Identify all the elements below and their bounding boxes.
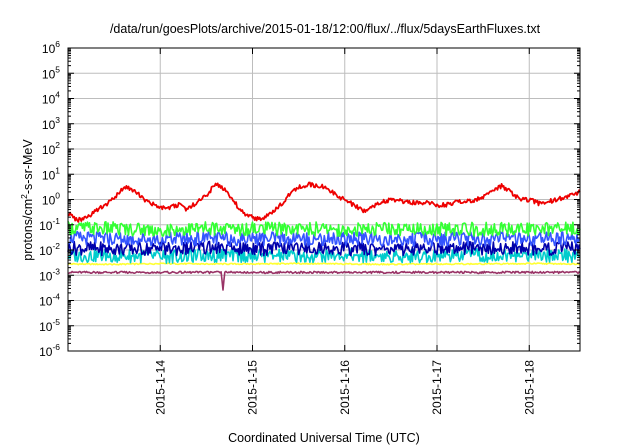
y-tick-label: 105	[42, 64, 60, 81]
y-axis-label: protons/cm2-s-sr-MeV	[19, 139, 35, 261]
chart-title: /data/run/goesPlots/archive/2015-01-18/1…	[110, 22, 541, 36]
y-tick-label-exponent: -6	[52, 342, 60, 352]
x-tick-label: 2015-1-16	[338, 360, 352, 415]
series-line	[67, 262, 581, 266]
y-tick-label-base: 10	[42, 67, 56, 81]
y-tick-label-exponent: -5	[52, 317, 60, 327]
y-tick-label-base: 10	[42, 194, 56, 208]
y-tick-label-base: 10	[39, 295, 53, 309]
y-tick-label-exponent: -1	[52, 216, 60, 226]
series-line	[67, 181, 581, 223]
y-tick-label-base: 10	[39, 219, 53, 233]
y-axis-label-sup: 2	[19, 194, 29, 199]
svg-text:protons/cm2-s-sr-MeV: protons/cm2-s-sr-MeV	[19, 139, 35, 261]
y-tick-label-base: 10	[42, 143, 56, 157]
series-layer	[67, 181, 581, 291]
y-tick-label-base: 10	[42, 118, 56, 132]
y-tick-label: 100	[42, 191, 60, 208]
y-tick-label-exponent: 0	[55, 191, 60, 201]
y-tick-label: 103	[42, 115, 60, 132]
y-tick-label: 10-2	[39, 241, 60, 258]
x-tick-label: 2015-1-17	[430, 360, 444, 415]
y-tick-label-exponent: -2	[52, 241, 60, 251]
y-tick-label: 104	[42, 90, 60, 107]
x-tick-label: 2015-1-18	[522, 360, 536, 415]
x-tick-label: 2015-1-14	[153, 360, 167, 415]
x-axis-label: Coordinated Universal Time (UTC)	[228, 431, 420, 445]
y-tick-label: 106	[42, 39, 60, 56]
y-tick-label-exponent: 4	[55, 90, 60, 100]
series-line	[67, 240, 581, 257]
y-axis-label-base: protons/cm	[21, 199, 35, 261]
y-tick-label-exponent: 3	[55, 115, 60, 125]
series-line	[67, 248, 581, 265]
y-tick-label-base: 10	[39, 320, 53, 334]
y-tick-label-base: 10	[42, 93, 56, 107]
y-tick-label-exponent: 1	[55, 165, 60, 175]
series-line	[67, 220, 581, 237]
y-tick-label-exponent: 6	[55, 39, 60, 49]
y-tick-label-base: 10	[42, 42, 56, 56]
series-line	[67, 270, 581, 291]
y-tick-label-exponent: 5	[55, 64, 60, 74]
y-tick-label-base: 10	[39, 269, 53, 283]
y-tick-label: 10-6	[39, 342, 60, 359]
y-tick-label: 10-4	[39, 292, 60, 309]
y-tick-label-exponent: 2	[55, 140, 60, 150]
x-tick-label: 2015-1-15	[246, 360, 260, 415]
ticks: 10-610-510-410-310-210-11001011021031041…	[39, 39, 580, 415]
y-tick-label-base: 10	[42, 168, 56, 182]
y-tick-label-base: 10	[39, 345, 53, 359]
y-axis-label-rest: -s-sr-MeV	[21, 139, 35, 195]
y-tick-label: 10-5	[39, 317, 60, 334]
series-line	[67, 230, 581, 247]
y-tick-label-exponent: -4	[52, 292, 60, 302]
y-tick-label: 10-1	[39, 216, 60, 233]
y-tick-label-exponent: -3	[52, 266, 60, 276]
y-tick-label: 102	[42, 140, 60, 157]
y-tick-label: 101	[42, 165, 60, 182]
y-tick-label: 10-3	[39, 266, 60, 283]
y-tick-label-base: 10	[39, 244, 53, 258]
